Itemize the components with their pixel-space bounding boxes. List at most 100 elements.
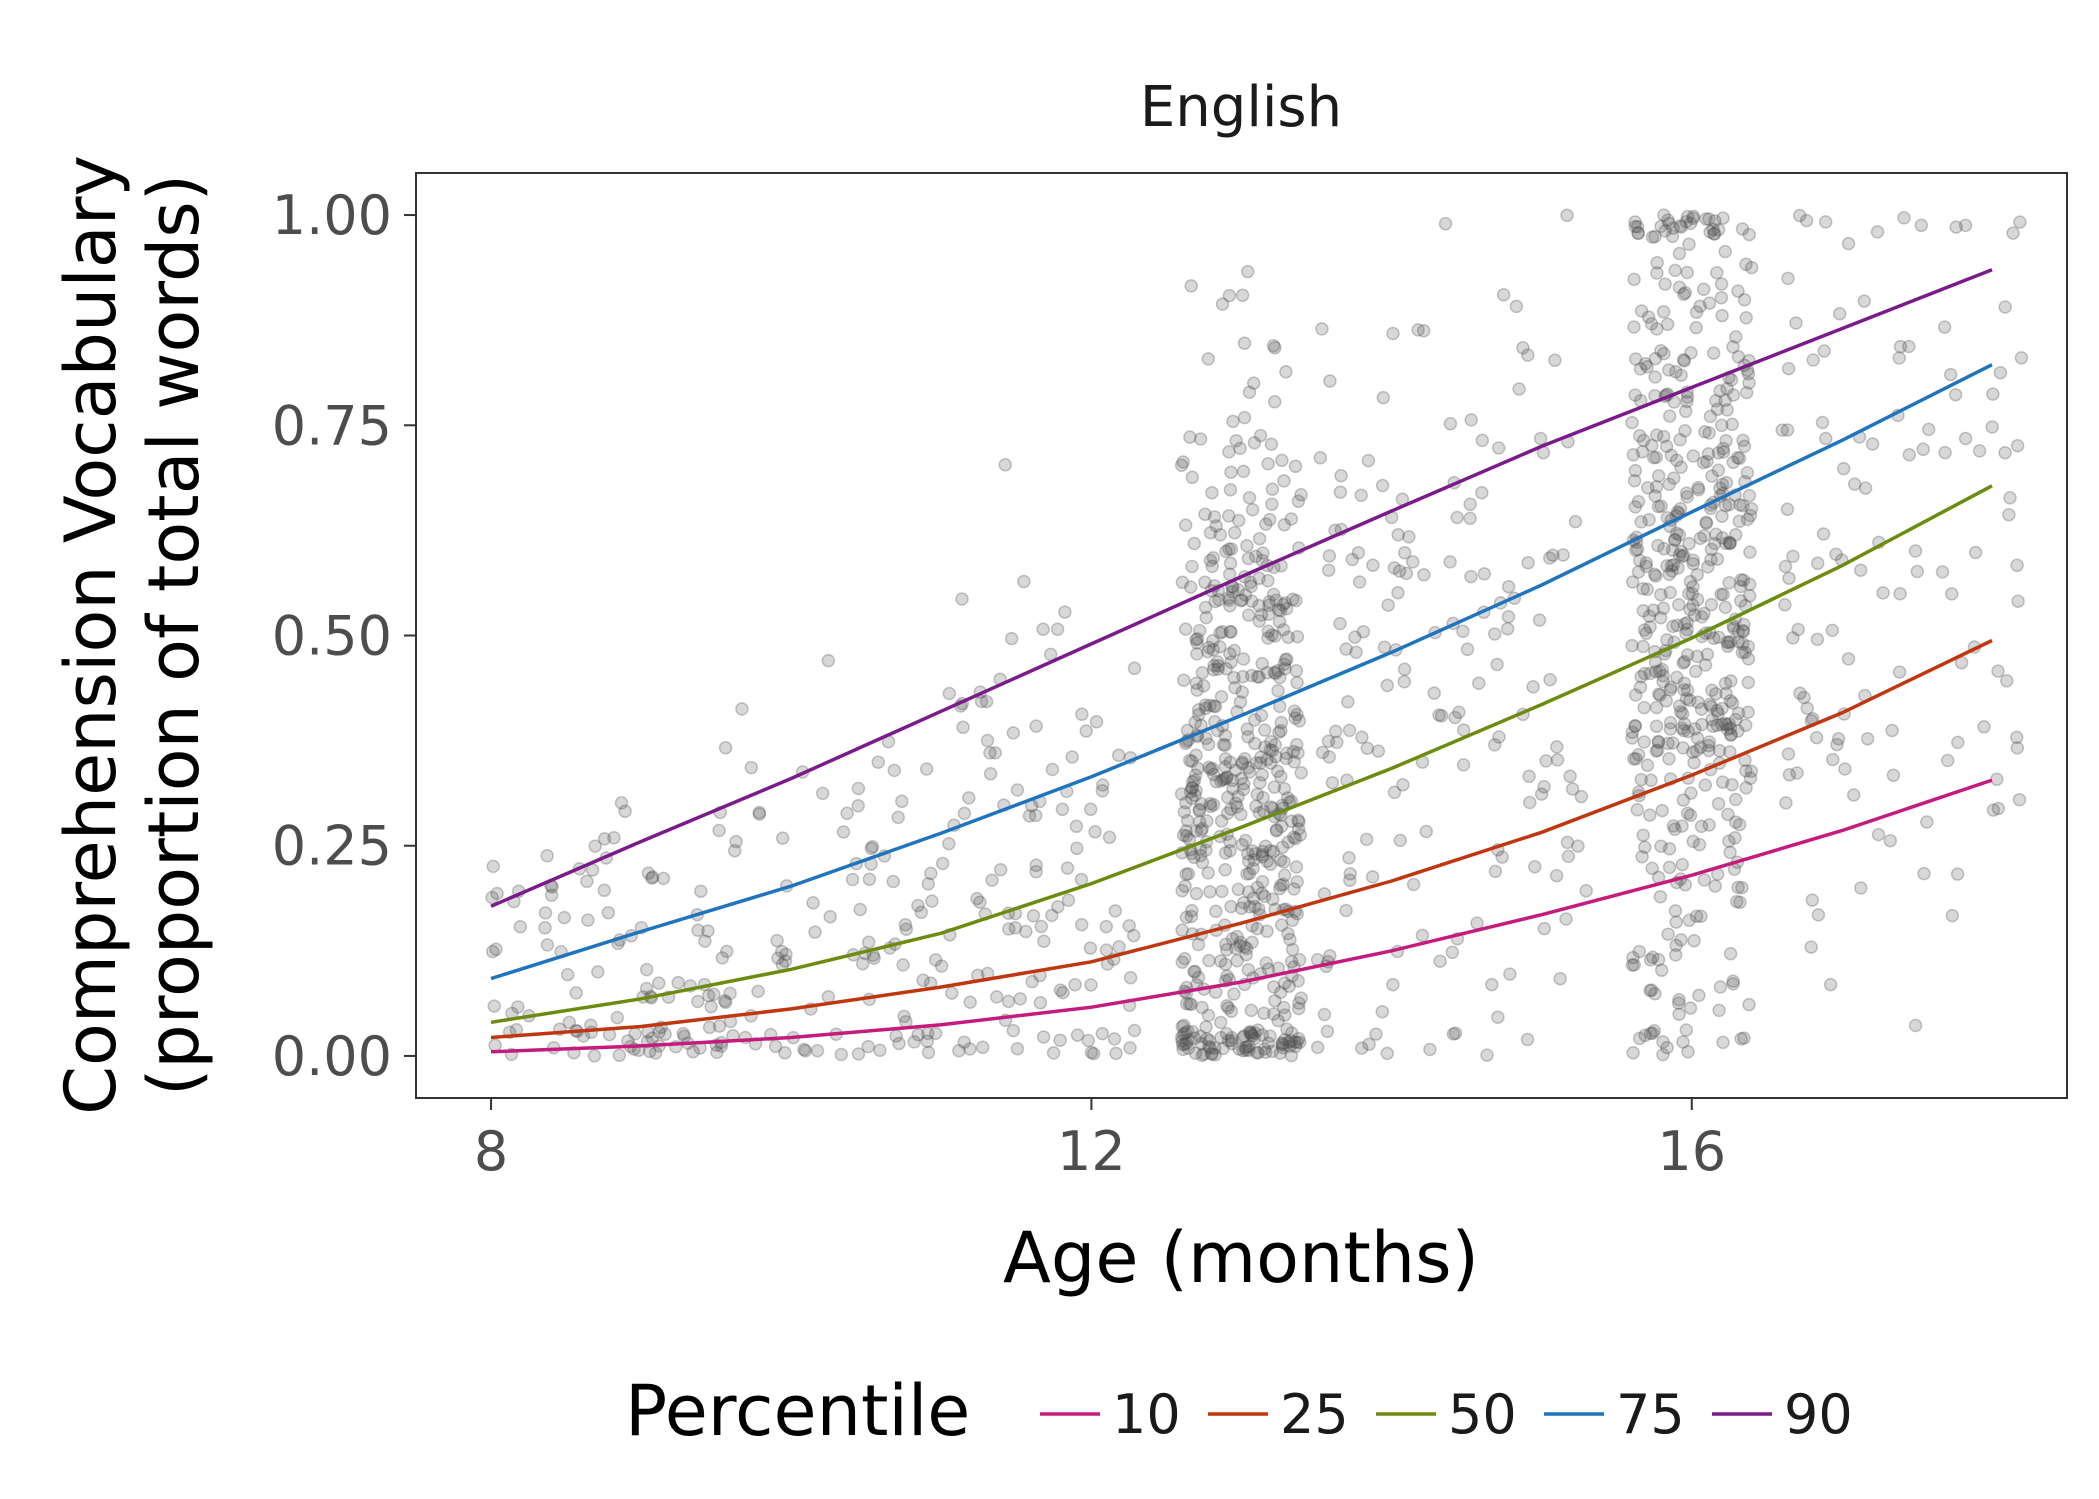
scatter-point	[1664, 558, 1679, 573]
scatter-point	[1291, 822, 1306, 836]
scatter-point	[1386, 977, 1400, 992]
scatter-point	[718, 740, 733, 755]
scatter-point	[983, 746, 997, 760]
scatter-point	[1328, 724, 1343, 739]
scatter-point	[821, 990, 836, 1004]
scatter-point	[1261, 624, 1276, 639]
scatter-point	[1219, 771, 1234, 785]
scatter-point	[1195, 855, 1210, 870]
legend-label-p10: 10	[1112, 1383, 1181, 1446]
scatter-point	[1636, 828, 1650, 842]
scatter-point	[1729, 712, 1743, 727]
scatter-point	[823, 909, 837, 924]
scatter-point	[1715, 477, 1730, 492]
scatter-point	[1037, 934, 1051, 949]
scatter-point	[1702, 212, 1716, 226]
scatter-point	[1696, 455, 1711, 470]
scatter-point	[1858, 481, 1873, 495]
scatter-point	[1184, 909, 1199, 924]
legend: Percentile 10 25 50 75 90	[625, 1370, 1853, 1452]
scatter-point	[1255, 1028, 1270, 1042]
scatter-point	[1464, 569, 1478, 584]
scatter-point	[1352, 575, 1367, 589]
scatter-point	[1046, 1046, 1061, 1060]
scatter-point	[1666, 221, 1680, 235]
scatter-point	[1187, 1031, 1202, 1045]
scatter-point	[1689, 909, 1704, 923]
scatter-point	[1695, 717, 1709, 732]
scatter-point	[1675, 721, 1689, 736]
scatter-point	[1267, 665, 1282, 680]
scatter-point	[702, 1020, 717, 1035]
scatter-point	[1224, 465, 1238, 479]
scatter-point	[1362, 1037, 1376, 1051]
scatter-point	[1628, 219, 1642, 234]
scatter-point	[1255, 886, 1269, 901]
scatter-point	[851, 781, 866, 796]
scatter-point	[1230, 929, 1244, 944]
scatter-point	[1716, 445, 1731, 459]
scatter-point	[1742, 488, 1757, 503]
scatter-point	[1260, 854, 1274, 869]
scatter-point	[1730, 894, 1744, 909]
scatter-point	[1704, 542, 1719, 557]
scatter-point	[597, 832, 612, 846]
scatter-point	[1218, 738, 1232, 752]
scatter-point	[1645, 950, 1660, 965]
series-line-p25	[490, 638, 1993, 1040]
scatter-point	[1676, 793, 1691, 807]
scatter-point	[1665, 229, 1680, 244]
scatter-point	[1641, 310, 1656, 324]
scatter-point	[1208, 699, 1223, 714]
scatter-point	[1290, 707, 1304, 722]
scatter-point	[1391, 586, 1405, 600]
scatter-point	[919, 762, 934, 776]
scatter-point	[1736, 573, 1751, 587]
scatter-point	[1917, 866, 1931, 881]
scatter-point	[1190, 636, 1204, 650]
scatter-point	[1686, 553, 1700, 567]
scatter-point	[1651, 469, 1666, 483]
scatter-point	[1244, 1003, 1259, 1018]
scatter-point	[1176, 828, 1191, 843]
scatter-point	[1637, 623, 1652, 637]
scatter-point	[1688, 664, 1703, 679]
scatter-point	[1688, 722, 1702, 736]
scatter-point	[1649, 664, 1663, 679]
scatter-point	[867, 951, 881, 965]
y-axis-title-line2: (proportion of total words)	[133, 174, 215, 1096]
scatter-point	[1487, 627, 1502, 641]
scatter-point	[1638, 1028, 1652, 1043]
scatter-point	[1707, 631, 1721, 646]
scatter-point	[1075, 707, 1089, 722]
scatter-point	[1001, 994, 1016, 1009]
scatter-point	[1177, 805, 1192, 819]
scatter-point	[1280, 791, 1295, 805]
scatter-point	[686, 1044, 700, 1059]
scatter-point	[1065, 750, 1079, 764]
scatter-point	[836, 825, 851, 839]
scatter-point	[1643, 983, 1657, 998]
scatter-point	[1625, 638, 1639, 653]
scatter-point	[1732, 817, 1747, 832]
scatter-point	[1654, 839, 1668, 853]
scatter-point	[1640, 359, 1654, 374]
scatter-point	[1276, 1038, 1290, 1052]
scatter-point	[1649, 719, 1664, 734]
scatter-point	[1734, 594, 1748, 608]
scatter-point	[1718, 498, 1733, 513]
scatter-point	[895, 794, 909, 809]
scatter-point	[861, 935, 876, 949]
scatter-point	[656, 871, 671, 886]
scatter-point	[1689, 744, 1704, 758]
scatter-point	[587, 1049, 602, 1063]
scatter-point	[1512, 382, 1526, 396]
scatter-point	[1655, 662, 1669, 677]
scatter-point	[1673, 501, 1688, 516]
scatter-point	[1252, 902, 1266, 916]
scatter-point	[1791, 622, 1805, 637]
scatter-point	[1211, 659, 1226, 673]
scatter-point	[1743, 508, 1758, 523]
scatter-point	[1201, 866, 1215, 880]
scatter-point	[1683, 574, 1698, 589]
